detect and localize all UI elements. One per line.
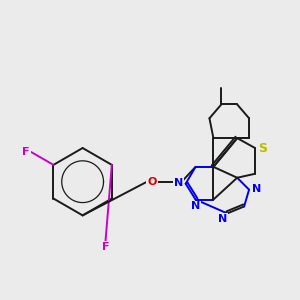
Text: O: O (147, 177, 157, 187)
Text: N: N (252, 184, 262, 194)
Text: N: N (218, 214, 227, 224)
Text: N: N (174, 178, 183, 188)
Text: F: F (102, 242, 109, 252)
Text: N: N (191, 202, 200, 212)
Text: S: S (258, 142, 267, 154)
Text: F: F (22, 147, 30, 157)
